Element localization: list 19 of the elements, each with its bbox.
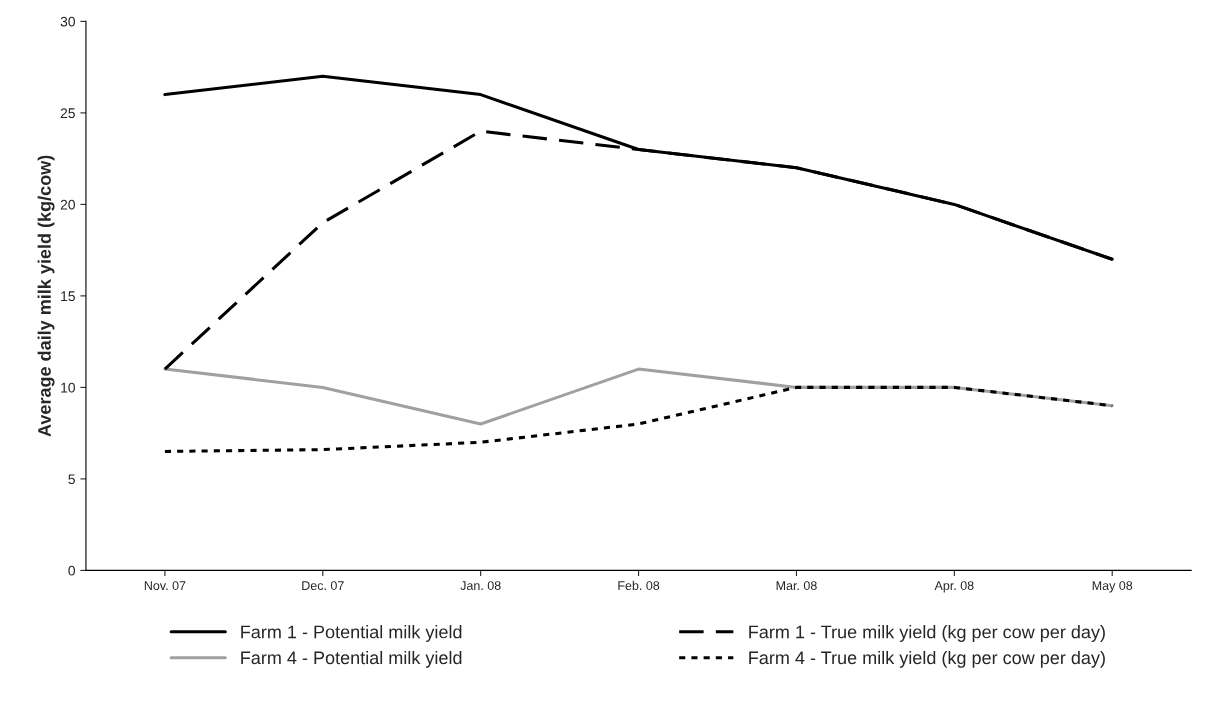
- y-tick-label: 0: [68, 565, 75, 576]
- y-tick-label: 15: [61, 291, 75, 302]
- legend-label: Farm 1 - True milk yield (kg per cow per day): [749, 625, 1105, 642]
- x-tick-label: Mar. 08: [776, 581, 817, 590]
- legend-label: Farm 1 - Potential milk yield: [241, 625, 462, 642]
- x-tick-label: May 08: [1092, 581, 1133, 593]
- x-tick-label: Jan. 08: [460, 581, 501, 590]
- y-tick-label: 20: [60, 199, 75, 210]
- y-tick-label: 30: [60, 16, 75, 27]
- legend-label: Farm 4 - Potential milk yield: [241, 650, 462, 668]
- y-axis-title: Average daily milk yield (kg/cow): [37, 155, 55, 437]
- y-tick-label: 25: [60, 108, 75, 119]
- y-tick-label: 10: [61, 382, 75, 393]
- legend-label: Farm 4 - True milk yield (kg per cow per day): [749, 650, 1105, 668]
- x-tick-label: Apr. 08: [934, 581, 974, 593]
- y-tick-label: 5: [68, 474, 75, 485]
- x-tick-label: Feb. 08: [618, 580, 660, 590]
- x-tick-label: Dec. 07: [302, 581, 344, 590]
- x-tick-label: Nov. 07: [144, 581, 186, 590]
